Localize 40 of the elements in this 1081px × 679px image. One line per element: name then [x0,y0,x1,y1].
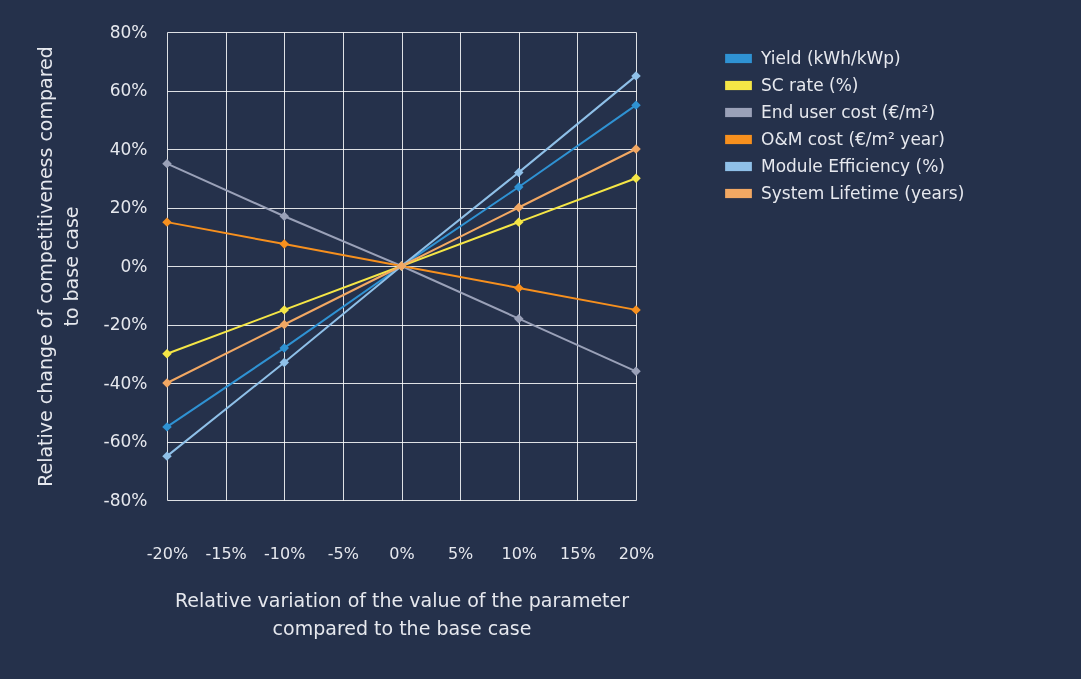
legend-label: Yield (kWh/kWp) [760,47,901,68]
point [279,239,289,249]
x-tick-label: -5% [327,543,359,563]
legend-label: O&M cost (€/m² year) [761,128,945,149]
point [514,283,524,293]
point [514,202,524,213]
point [514,217,524,227]
y-tick-label: 20% [109,197,148,217]
point [162,158,172,169]
x-tick-label: 5% [447,543,474,563]
point [514,167,524,178]
y-tick-label: -60% [103,431,148,451]
point [514,313,524,324]
y-tick-label: 60% [109,80,148,100]
x-tick-label: 15% [560,543,596,563]
x-tick-label: 20% [618,543,655,563]
point [279,305,289,315]
legend-label: SC rate (%) [761,74,859,95]
x-tick-label: -20% [146,543,189,563]
x-tick-label: -10% [264,543,306,563]
point [514,182,524,192]
point [279,319,289,330]
y-tick-label: 0% [120,255,148,276]
legend-label: System Lifetime (years) [761,182,965,203]
x-tick-label: -15% [205,543,247,563]
point [279,211,289,222]
point [279,343,289,353]
x-tick-label: 0% [389,543,415,563]
x-axis-title: Relative variation of the value of the parameter compared to the base case [174,588,630,639]
x-tick-label: 10% [501,543,538,563]
y-tick-label: -80% [103,489,148,510]
y-tick-label: 80% [109,21,148,42]
y-tick-label: -40% [103,372,148,393]
y-axis-title: Relative change of competitiveness compared to base case [33,46,82,487]
point [631,366,641,377]
legend-label: End user cost (€/m²) [761,101,936,122]
legend-label: Module Efficiency (%) [761,155,945,176]
point [279,357,289,368]
y-tick-label: -20% [103,314,148,334]
y-tick-label: 40% [109,138,148,159]
